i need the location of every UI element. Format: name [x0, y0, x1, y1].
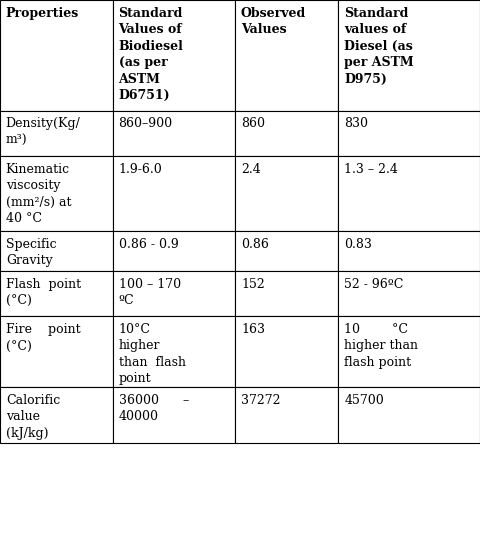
Text: 10        °C
higher than
flash point: 10 °C higher than flash point — [344, 323, 418, 369]
Text: 1.3 – 2.4: 1.3 – 2.4 — [344, 163, 398, 176]
Bar — [113, 0, 235, 111]
Bar — [235, 231, 338, 271]
Bar — [0, 156, 113, 231]
Bar — [338, 316, 480, 387]
Text: 0.86 - 0.9: 0.86 - 0.9 — [119, 238, 178, 250]
Bar — [338, 0, 480, 111]
Text: 163: 163 — [241, 323, 265, 336]
Text: 37272: 37272 — [241, 394, 280, 407]
Bar — [338, 231, 480, 271]
Bar — [235, 271, 338, 316]
Text: 10°C
higher
than  flash
point: 10°C higher than flash point — [119, 323, 186, 386]
Bar — [235, 387, 338, 443]
Bar — [0, 0, 113, 111]
Bar — [235, 111, 338, 156]
Bar — [113, 387, 235, 443]
Bar — [0, 387, 113, 443]
Text: 152: 152 — [241, 278, 264, 290]
Text: Standard
Values of
Biodiesel
(as per
ASTM
D6751): Standard Values of Biodiesel (as per AST… — [119, 7, 183, 102]
Text: 36000      –
40000: 36000 – 40000 — [119, 394, 189, 423]
Text: Fire    point
(°C): Fire point (°C) — [6, 323, 80, 352]
Text: 860: 860 — [241, 117, 265, 130]
Text: Specific
Gravity: Specific Gravity — [6, 238, 56, 267]
Bar — [235, 156, 338, 231]
Text: Kinematic
viscosity
(mm²/s) at
40 °C: Kinematic viscosity (mm²/s) at 40 °C — [6, 163, 71, 225]
Bar — [338, 156, 480, 231]
Text: Observed
Values: Observed Values — [241, 7, 306, 36]
Bar — [113, 316, 235, 387]
Bar — [0, 316, 113, 387]
Text: 0.83: 0.83 — [344, 238, 372, 250]
Text: Properties: Properties — [6, 7, 79, 19]
Text: Calorific
value
(kJ/kg): Calorific value (kJ/kg) — [6, 394, 60, 440]
Bar — [113, 156, 235, 231]
Text: 100 – 170
ºC: 100 – 170 ºC — [119, 278, 180, 307]
Bar — [338, 271, 480, 316]
Text: 860–900: 860–900 — [119, 117, 173, 130]
Bar — [235, 0, 338, 111]
Text: 1.9-6.0: 1.9-6.0 — [119, 163, 162, 176]
Bar — [338, 111, 480, 156]
Text: Density(Kg/
m³): Density(Kg/ m³) — [6, 117, 81, 147]
Text: 52 - 96ºC: 52 - 96ºC — [344, 278, 404, 290]
Bar — [113, 231, 235, 271]
Bar — [113, 271, 235, 316]
Bar — [0, 271, 113, 316]
Bar — [0, 111, 113, 156]
Text: Standard
values of
Diesel (as
per ASTM
D975): Standard values of Diesel (as per ASTM D… — [344, 7, 414, 86]
Text: 45700: 45700 — [344, 394, 384, 407]
Text: Flash  point
(°C): Flash point (°C) — [6, 278, 81, 307]
Bar — [113, 111, 235, 156]
Text: 830: 830 — [344, 117, 368, 130]
Bar — [338, 387, 480, 443]
Text: 0.86: 0.86 — [241, 238, 269, 250]
Bar — [235, 316, 338, 387]
Bar — [0, 231, 113, 271]
Text: 2.4: 2.4 — [241, 163, 261, 176]
